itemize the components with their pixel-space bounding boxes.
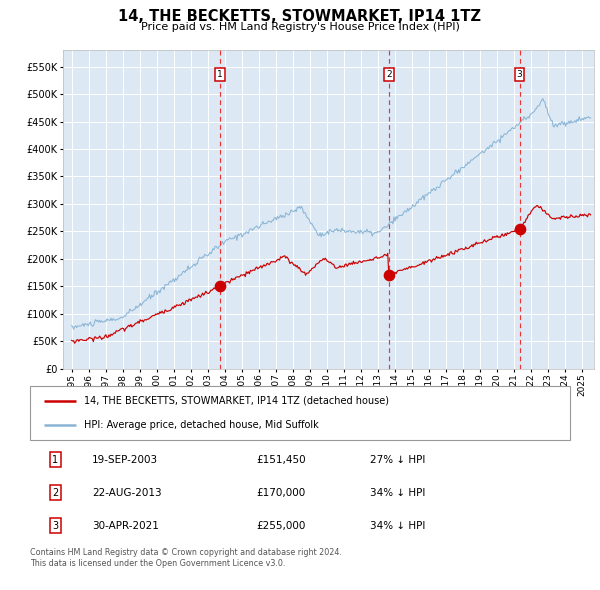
Point <box>384 271 394 280</box>
Text: 3: 3 <box>517 70 523 80</box>
Point <box>215 281 225 290</box>
Text: 34% ↓ HPI: 34% ↓ HPI <box>370 521 425 531</box>
Text: 34% ↓ HPI: 34% ↓ HPI <box>370 488 425 497</box>
Text: Contains HM Land Registry data © Crown copyright and database right 2024.: Contains HM Land Registry data © Crown c… <box>30 548 342 556</box>
Text: 19-SEP-2003: 19-SEP-2003 <box>92 454 158 464</box>
Text: £170,000: £170,000 <box>257 488 306 497</box>
Point <box>515 224 524 234</box>
Text: 27% ↓ HPI: 27% ↓ HPI <box>370 454 425 464</box>
Text: 14, THE BECKETTS, STOWMARKET, IP14 1TZ (detached house): 14, THE BECKETTS, STOWMARKET, IP14 1TZ (… <box>84 396 389 406</box>
Text: This data is licensed under the Open Government Licence v3.0.: This data is licensed under the Open Gov… <box>30 559 286 568</box>
Text: 30-APR-2021: 30-APR-2021 <box>92 521 159 531</box>
Text: 14, THE BECKETTS, STOWMARKET, IP14 1TZ: 14, THE BECKETTS, STOWMARKET, IP14 1TZ <box>119 9 482 24</box>
Text: 3: 3 <box>52 521 58 531</box>
Text: 2: 2 <box>52 488 59 497</box>
Text: 1: 1 <box>52 454 58 464</box>
Text: Price paid vs. HM Land Registry's House Price Index (HPI): Price paid vs. HM Land Registry's House … <box>140 22 460 32</box>
Text: 2: 2 <box>386 70 392 80</box>
Text: HPI: Average price, detached house, Mid Suffolk: HPI: Average price, detached house, Mid … <box>84 420 319 430</box>
Text: £151,450: £151,450 <box>257 454 307 464</box>
Text: 22-AUG-2013: 22-AUG-2013 <box>92 488 162 497</box>
FancyBboxPatch shape <box>30 386 570 440</box>
Text: 1: 1 <box>217 70 223 80</box>
Text: £255,000: £255,000 <box>257 521 306 531</box>
